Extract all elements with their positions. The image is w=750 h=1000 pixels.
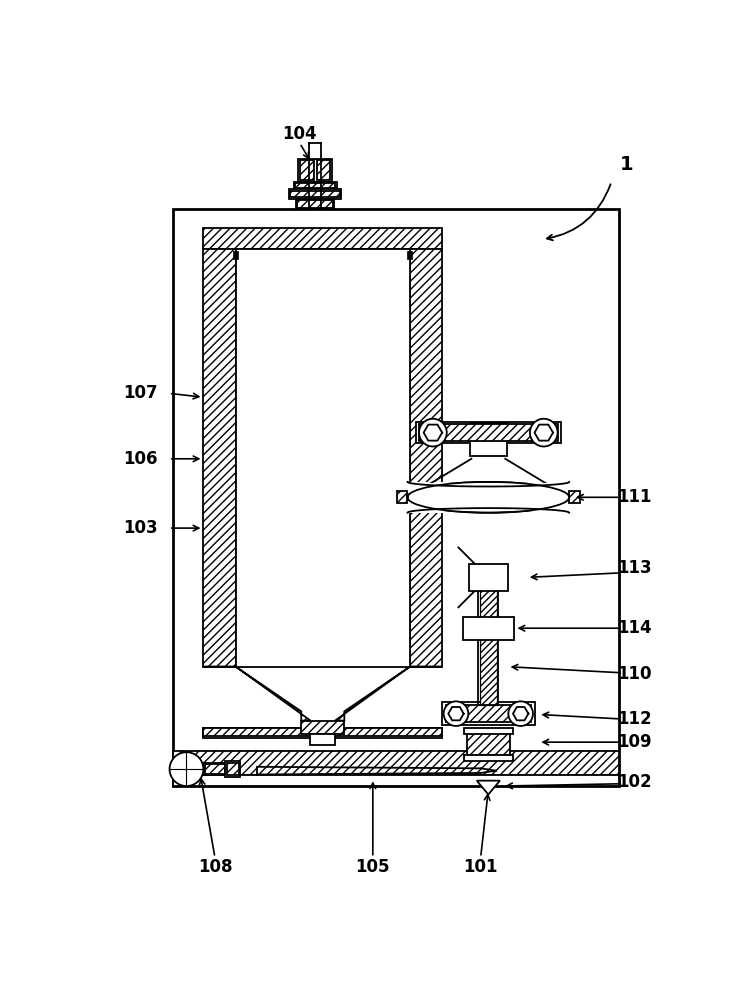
Text: 102: 102: [617, 773, 652, 791]
Bar: [300, 160, 313, 180]
Text: 109: 109: [617, 733, 652, 751]
Bar: [295, 183, 335, 188]
Bar: [410, 249, 442, 667]
Bar: [233, 251, 238, 259]
Text: 104: 104: [282, 125, 317, 143]
Bar: [172, 751, 620, 774]
Bar: [289, 189, 341, 199]
Text: 1: 1: [620, 155, 634, 174]
Bar: [442, 702, 535, 725]
Bar: [465, 619, 512, 637]
Bar: [297, 200, 333, 208]
Bar: [569, 491, 580, 503]
Bar: [480, 567, 496, 705]
Bar: [290, 191, 340, 197]
Polygon shape: [335, 667, 442, 721]
Text: 105: 105: [356, 858, 390, 876]
Bar: [469, 564, 508, 591]
Bar: [409, 483, 568, 511]
Bar: [205, 764, 225, 774]
Bar: [466, 732, 510, 755]
Bar: [419, 424, 557, 441]
Circle shape: [170, 752, 203, 786]
Bar: [407, 251, 412, 259]
Circle shape: [530, 419, 557, 446]
Bar: [203, 228, 442, 249]
Bar: [171, 761, 202, 777]
Bar: [203, 763, 226, 775]
Circle shape: [419, 419, 447, 446]
Text: 108: 108: [198, 858, 232, 876]
Bar: [478, 567, 498, 705]
Text: 103: 103: [123, 519, 158, 537]
Bar: [293, 182, 337, 189]
Bar: [310, 734, 335, 745]
Text: 106: 106: [123, 450, 158, 468]
Bar: [203, 728, 442, 738]
Bar: [470, 423, 507, 456]
Bar: [172, 774, 620, 786]
Polygon shape: [203, 667, 310, 721]
Text: 111: 111: [617, 488, 652, 506]
Bar: [316, 160, 331, 180]
Bar: [416, 422, 561, 443]
Bar: [296, 199, 334, 209]
Bar: [298, 158, 332, 182]
Bar: [172, 209, 620, 786]
Bar: [472, 424, 506, 455]
Bar: [397, 491, 407, 503]
Text: 101: 101: [464, 858, 498, 876]
Bar: [302, 721, 344, 734]
Bar: [226, 763, 238, 775]
Bar: [407, 482, 569, 513]
Text: 112: 112: [617, 710, 652, 728]
Circle shape: [444, 701, 468, 726]
Text: 107: 107: [123, 384, 158, 402]
Text: 113: 113: [617, 559, 652, 577]
Polygon shape: [477, 781, 500, 795]
Text: 110: 110: [617, 665, 652, 683]
Bar: [203, 728, 442, 736]
Bar: [463, 617, 514, 640]
Bar: [446, 705, 531, 722]
Bar: [472, 567, 506, 588]
Circle shape: [509, 701, 533, 726]
Bar: [225, 761, 241, 777]
Text: 114: 114: [617, 619, 652, 637]
Bar: [464, 755, 513, 761]
Bar: [203, 249, 236, 667]
Ellipse shape: [407, 482, 569, 513]
Bar: [464, 728, 513, 734]
Bar: [236, 249, 410, 667]
